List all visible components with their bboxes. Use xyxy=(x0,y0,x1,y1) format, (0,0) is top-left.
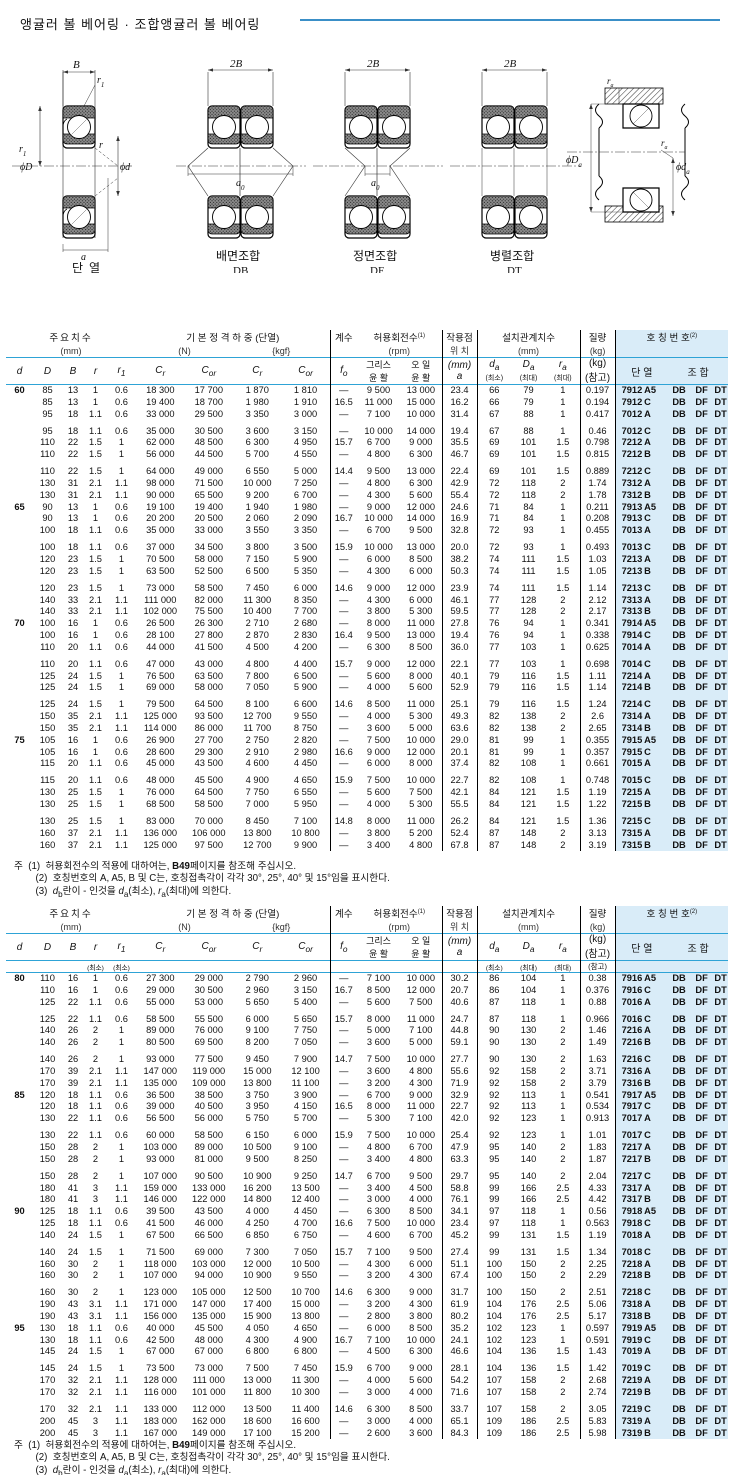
svg-text:a0: a0 xyxy=(236,178,245,192)
svg-text:단 열: 단 열 xyxy=(72,261,100,273)
svg-text:ϕD: ϕD xyxy=(20,162,33,173)
svg-text:r1: r1 xyxy=(19,144,26,158)
svg-text:배면조합: 배면조합 xyxy=(216,249,260,263)
svg-text:ϕDa: ϕDa xyxy=(566,155,582,169)
svg-text:ra: ra xyxy=(607,76,614,89)
svg-text:ra: ra xyxy=(661,138,668,151)
svg-text:2B: 2B xyxy=(504,58,517,70)
svg-text:2B: 2B xyxy=(367,58,380,70)
svg-text:병렬조합: 병렬조합 xyxy=(490,249,534,263)
svg-text:ϕda: ϕda xyxy=(676,162,690,176)
svg-text:r1: r1 xyxy=(97,75,104,89)
svg-text:정면조합: 정면조합 xyxy=(353,249,397,263)
svg-text:DT: DT xyxy=(507,265,522,273)
svg-text:2B: 2B xyxy=(230,58,243,70)
svg-text:r: r xyxy=(99,140,103,151)
svg-text:ϕd: ϕd xyxy=(120,162,131,173)
svg-text:B: B xyxy=(73,59,80,71)
svg-text:a0: a0 xyxy=(371,178,380,192)
svg-text:DB: DB xyxy=(233,265,248,273)
svg-text:DF: DF xyxy=(370,265,384,273)
